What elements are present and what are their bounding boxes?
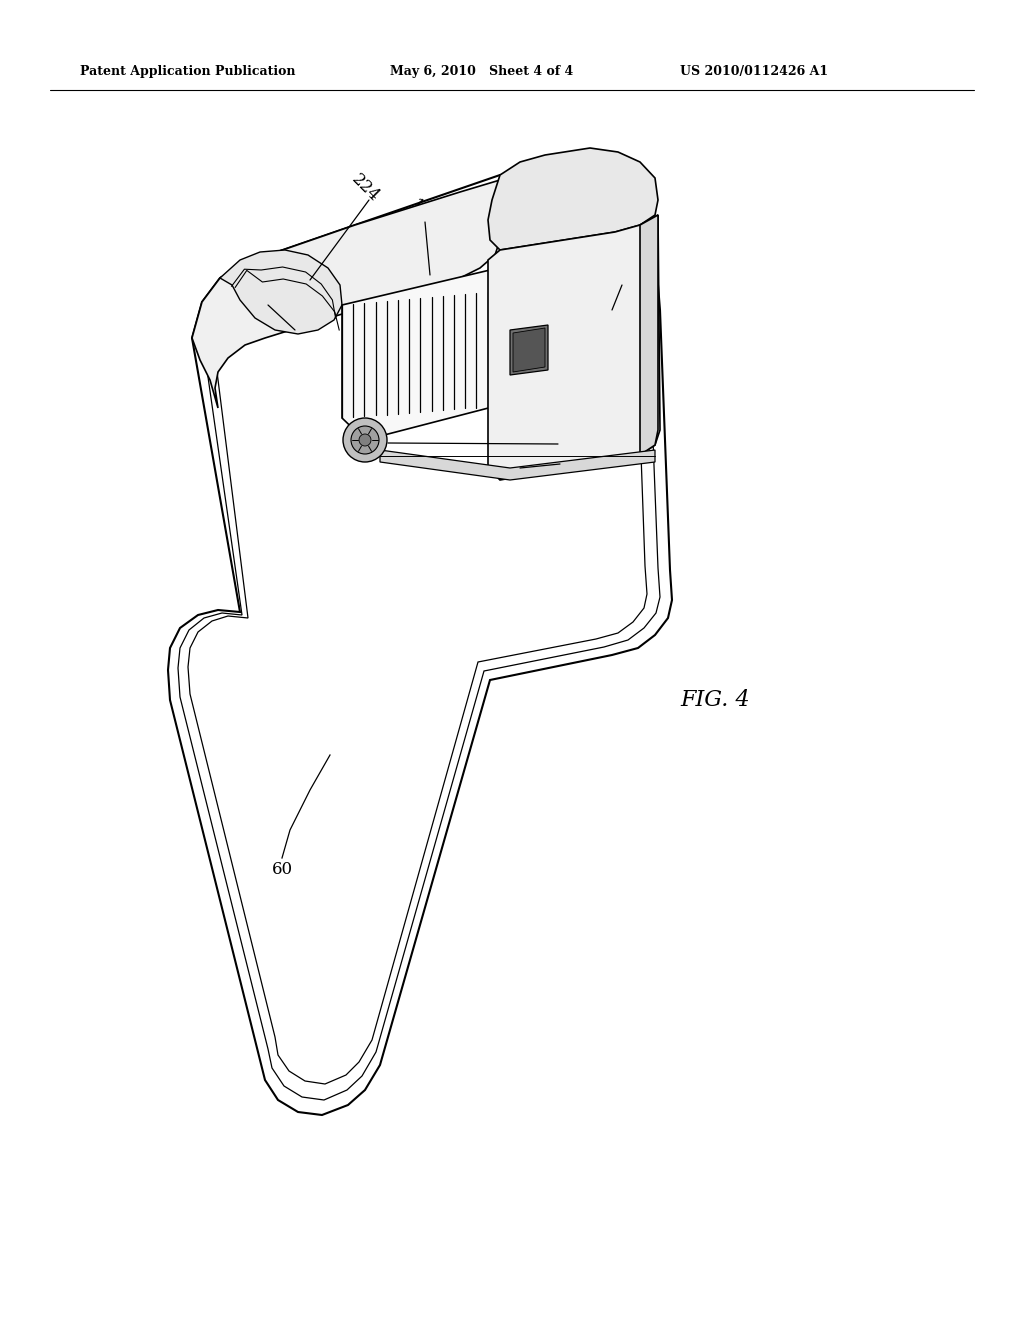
Polygon shape xyxy=(168,168,672,1115)
Text: FIG. 4: FIG. 4 xyxy=(680,689,750,711)
Text: 30: 30 xyxy=(565,446,592,474)
Polygon shape xyxy=(513,327,545,372)
Text: 224: 224 xyxy=(348,170,382,206)
Polygon shape xyxy=(342,271,510,440)
Text: 60: 60 xyxy=(271,862,293,879)
Polygon shape xyxy=(193,180,500,408)
Text: 20: 20 xyxy=(242,281,268,309)
Circle shape xyxy=(343,418,387,462)
Polygon shape xyxy=(380,450,655,480)
Polygon shape xyxy=(488,148,658,249)
Text: 14: 14 xyxy=(407,197,433,223)
Polygon shape xyxy=(510,325,548,375)
Text: Patent Application Publication: Patent Application Publication xyxy=(80,66,296,78)
Text: May 6, 2010   Sheet 4 of 4: May 6, 2010 Sheet 4 of 4 xyxy=(390,66,573,78)
Circle shape xyxy=(351,426,379,454)
Polygon shape xyxy=(220,249,342,334)
Text: 200: 200 xyxy=(622,261,656,296)
Text: US 2010/0112426 A1: US 2010/0112426 A1 xyxy=(680,66,828,78)
Polygon shape xyxy=(488,215,660,480)
Polygon shape xyxy=(640,215,658,455)
Circle shape xyxy=(359,434,371,446)
Text: 24: 24 xyxy=(562,426,589,454)
